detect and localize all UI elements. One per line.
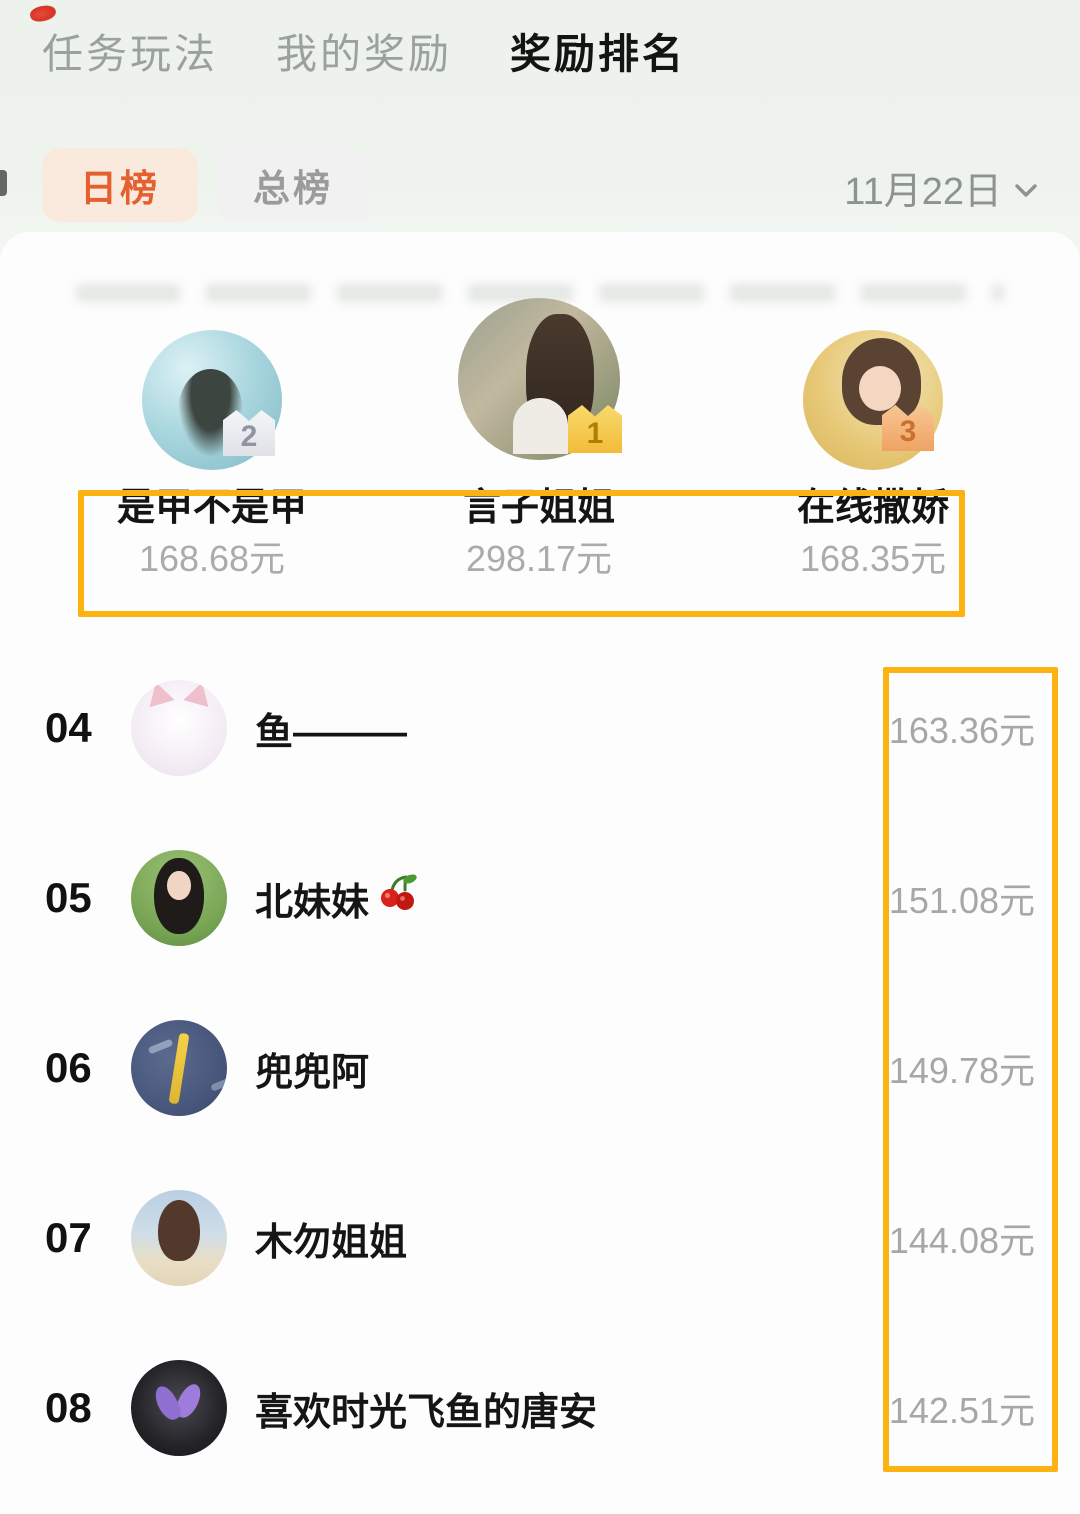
podium-rank1[interactable]: 1 言子姐姐 298.17元 (389, 290, 689, 579)
watermark-band (75, 284, 1005, 302)
podium-name: 在线撒娇 (796, 487, 949, 529)
rank-number: 05 (45, 874, 92, 921)
tab-my-rewards[interactable]: 我的奖励 (276, 31, 452, 77)
chevron-down-icon (1014, 166, 1038, 209)
reward-amount: 151.08元 (888, 880, 1035, 921)
list-item[interactable]: 06 兜兜阿 149.78元 (0, 983, 1080, 1153)
avatar (131, 1190, 227, 1286)
list-item[interactable]: 04 鱼——— 163.36元 (0, 643, 1080, 813)
podium-amount: 168.68元 (138, 538, 286, 579)
list-item[interactable]: 08 喜欢时光飞鱼的唐安 142.51元 (0, 1323, 1080, 1493)
daily-ranking-pill[interactable]: 日榜 (42, 148, 198, 222)
reward-amount: 163.36元 (888, 710, 1035, 751)
podium-amount: 168.35元 (799, 538, 947, 579)
user-name: 兜兜阿 (255, 1051, 370, 1094)
user-name: 北妹妹 (255, 871, 419, 926)
date-label: 11月22日 (844, 171, 1002, 213)
user-name: 喜欢时光飞鱼的唐安 (255, 1391, 598, 1434)
tab-reward-ranking[interactable]: 奖励排名 (510, 31, 686, 77)
user-name: 木勿姐姐 (255, 1221, 408, 1264)
total-ranking-pill[interactable]: 总榜 (216, 148, 370, 222)
tab-task-gameplay[interactable]: 任务玩法 (42, 31, 218, 77)
avatar (131, 1020, 227, 1116)
reward-amount: 144.08元 (888, 1220, 1035, 1261)
podium-name: 是甲不是甲 (116, 487, 307, 529)
podium-rank2[interactable]: 2 是甲不是甲 168.68元 (62, 290, 362, 579)
reward-amount: 149.78元 (888, 1050, 1035, 1091)
list-item[interactable]: 05 北妹妹 151.08元 (0, 813, 1080, 983)
podium-amount: 298.17元 (465, 538, 613, 579)
reward-amount: 142.51元 (888, 1390, 1035, 1431)
avatar (131, 680, 227, 776)
ranking-list: 04 鱼——— 163.36元 05 北妹妹 151.08元 (0, 643, 1080, 1493)
user-name: 鱼——— (255, 711, 408, 754)
podium-name: 言子姐姐 (462, 487, 615, 529)
rank-number: 07 (45, 1214, 92, 1261)
list-item[interactable]: 07 木勿姐姐 144.08元 (0, 1153, 1080, 1323)
top3-podium: 2 是甲不是甲 168.68元 1 言子姐姐 298.17元 3 在线撒娇 16… (0, 290, 1080, 590)
rank-number: 06 (45, 1044, 92, 1091)
rank-number: 04 (45, 704, 92, 751)
header-tabs: 任务玩法 我的奖励 奖励排名 (42, 20, 686, 80)
avatar (803, 330, 943, 470)
podium-rank3[interactable]: 3 在线撒娇 168.35元 (723, 290, 1023, 579)
left-edge-artifact (0, 170, 7, 196)
date-picker[interactable]: 11月22日 (844, 160, 1038, 215)
cherries-icon (377, 872, 419, 924)
avatar (142, 330, 282, 470)
avatar (131, 1360, 227, 1456)
rank-number: 08 (45, 1384, 92, 1431)
avatar (131, 850, 227, 946)
